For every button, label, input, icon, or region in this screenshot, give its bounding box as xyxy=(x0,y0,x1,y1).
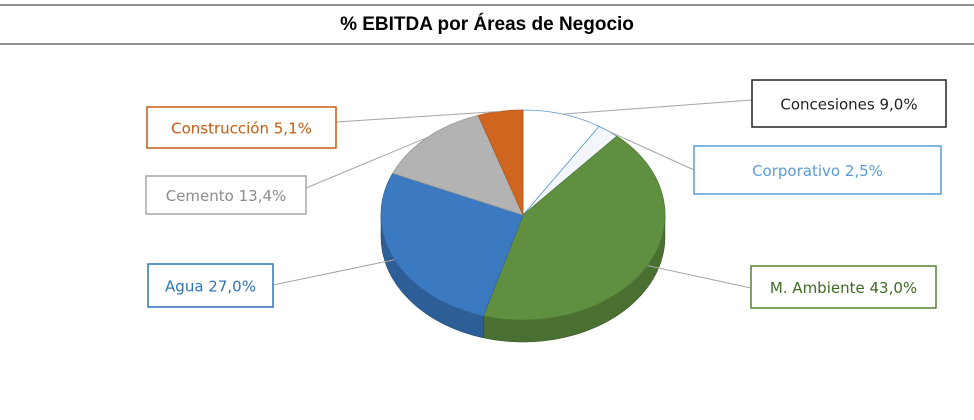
category-label: Agua xyxy=(165,277,203,295)
label-box xyxy=(147,263,274,308)
slice xyxy=(477,109,524,216)
leader-line xyxy=(272,259,395,286)
data-label: Concesiones 9,0% xyxy=(780,95,917,113)
leader-line xyxy=(608,130,695,171)
slice xyxy=(482,135,666,321)
category-label: Corporativo xyxy=(752,162,840,180)
category-label: Concesiones xyxy=(780,95,875,113)
value-label: 5,1% xyxy=(274,119,312,137)
data-label: Cemento 13,4% xyxy=(166,187,287,205)
leader-line xyxy=(647,265,752,289)
category-label: Cemento xyxy=(166,187,234,205)
slice xyxy=(522,109,600,217)
value-label: 2,5% xyxy=(845,162,883,180)
data-label: M. Ambiente 43,0% xyxy=(770,279,917,297)
label-box xyxy=(145,175,307,215)
data-label: Agua 27,0% xyxy=(165,277,256,295)
leader-line xyxy=(562,99,753,115)
label-box xyxy=(146,106,337,149)
slice xyxy=(380,172,524,317)
label-box xyxy=(751,79,947,128)
value-label: 13,4% xyxy=(239,187,287,205)
data-label: Construcción 5,1% xyxy=(171,119,312,137)
data-label: Corporativo 2,5% xyxy=(752,162,883,180)
leader-line xyxy=(305,137,428,189)
chart-title: % EBITDA por Áreas de Negocio xyxy=(340,13,634,35)
category-label: Construcción xyxy=(171,119,269,137)
slice xyxy=(392,114,524,216)
value-label: 9,0% xyxy=(880,95,918,113)
category-label: M. Ambiente xyxy=(770,279,865,297)
value-label: 27,0% xyxy=(208,277,256,295)
leader-line xyxy=(335,110,501,123)
value-label: 43,0% xyxy=(870,279,918,297)
label-box xyxy=(750,265,937,309)
label-box xyxy=(693,145,942,195)
